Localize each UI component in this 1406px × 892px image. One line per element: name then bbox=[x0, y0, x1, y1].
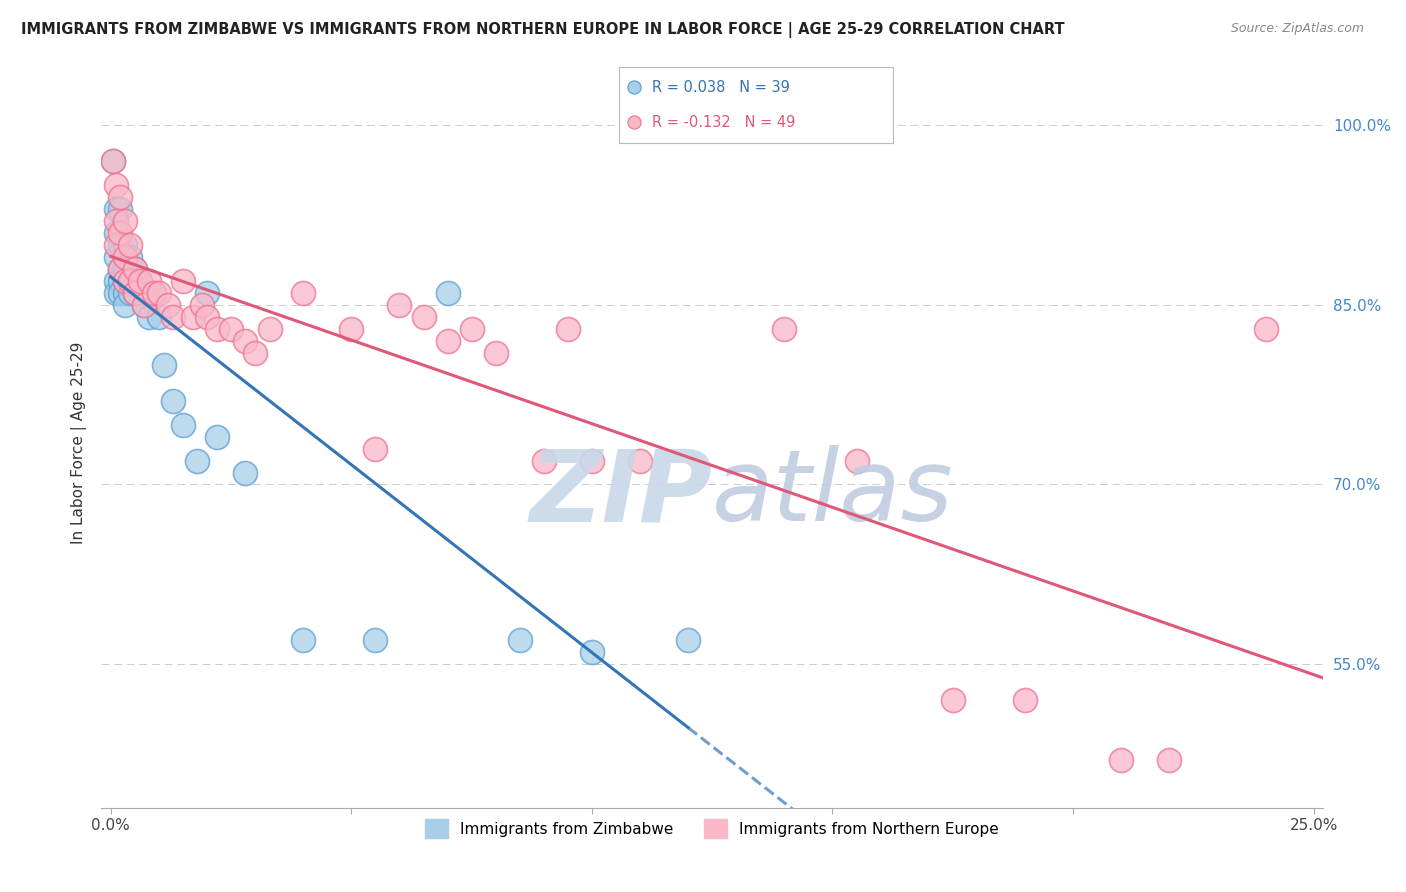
Point bbox=[104, 274, 127, 288]
Point bbox=[509, 633, 531, 648]
Point bbox=[157, 298, 180, 312]
Point bbox=[364, 633, 387, 648]
Point bbox=[412, 310, 434, 324]
Point bbox=[195, 310, 218, 324]
Text: atlas: atlas bbox=[713, 445, 953, 542]
Point bbox=[114, 274, 136, 288]
Point bbox=[205, 429, 228, 443]
Point bbox=[162, 310, 184, 324]
Point bbox=[773, 322, 796, 336]
Point bbox=[124, 285, 146, 300]
Point bbox=[104, 214, 127, 228]
Point bbox=[114, 262, 136, 277]
Point bbox=[110, 238, 132, 252]
Point bbox=[134, 298, 156, 312]
Point bbox=[114, 250, 136, 264]
Point bbox=[118, 274, 141, 288]
Point bbox=[676, 633, 699, 648]
Point bbox=[114, 238, 136, 252]
Point bbox=[134, 298, 156, 312]
Point bbox=[110, 262, 132, 277]
Point bbox=[110, 202, 132, 216]
Point bbox=[235, 466, 257, 480]
Point bbox=[138, 274, 160, 288]
Point bbox=[118, 250, 141, 264]
Point bbox=[259, 322, 281, 336]
Text: ZIP: ZIP bbox=[529, 445, 713, 542]
Point bbox=[436, 285, 458, 300]
Point bbox=[340, 322, 363, 336]
Point bbox=[1109, 753, 1132, 767]
Point bbox=[143, 285, 166, 300]
Text: Source: ZipAtlas.com: Source: ZipAtlas.com bbox=[1230, 22, 1364, 36]
Point bbox=[101, 154, 124, 169]
Point bbox=[104, 202, 127, 216]
Point bbox=[1254, 322, 1277, 336]
Point bbox=[110, 262, 132, 277]
Point bbox=[104, 178, 127, 193]
Point bbox=[114, 298, 136, 312]
Point bbox=[104, 250, 127, 264]
Point bbox=[128, 274, 150, 288]
Point bbox=[114, 214, 136, 228]
Point bbox=[124, 262, 146, 277]
Point bbox=[205, 322, 228, 336]
Text: R = -0.132   N = 49: R = -0.132 N = 49 bbox=[651, 115, 794, 129]
Point bbox=[118, 274, 141, 288]
Point bbox=[436, 334, 458, 348]
Point bbox=[292, 633, 315, 648]
Point bbox=[110, 274, 132, 288]
Point bbox=[101, 154, 124, 169]
Point bbox=[191, 298, 214, 312]
Point bbox=[623, 80, 645, 95]
Point bbox=[172, 274, 194, 288]
Point bbox=[124, 262, 146, 277]
Point bbox=[485, 346, 508, 360]
Point bbox=[581, 453, 603, 467]
Y-axis label: In Labor Force | Age 25-29: In Labor Force | Age 25-29 bbox=[72, 342, 87, 544]
Point bbox=[1014, 693, 1036, 707]
Point bbox=[460, 322, 482, 336]
Point bbox=[557, 322, 579, 336]
Point bbox=[104, 238, 127, 252]
Point bbox=[172, 417, 194, 432]
Point bbox=[152, 358, 174, 372]
Point bbox=[533, 453, 555, 467]
Point bbox=[110, 285, 132, 300]
Point bbox=[118, 285, 141, 300]
Point bbox=[114, 274, 136, 288]
Point bbox=[110, 190, 132, 204]
Point bbox=[128, 274, 150, 288]
Point bbox=[195, 285, 218, 300]
Point bbox=[235, 334, 257, 348]
Point bbox=[181, 310, 204, 324]
Point bbox=[148, 310, 170, 324]
Point bbox=[110, 226, 132, 240]
Point bbox=[581, 645, 603, 659]
Text: IMMIGRANTS FROM ZIMBABWE VS IMMIGRANTS FROM NORTHERN EUROPE IN LABOR FORCE | AGE: IMMIGRANTS FROM ZIMBABWE VS IMMIGRANTS F… bbox=[21, 22, 1064, 38]
Point bbox=[186, 453, 208, 467]
Point bbox=[292, 285, 315, 300]
Point bbox=[845, 453, 868, 467]
Legend: Immigrants from Zimbabwe, Immigrants from Northern Europe: Immigrants from Zimbabwe, Immigrants fro… bbox=[419, 814, 1005, 844]
Point bbox=[1159, 753, 1181, 767]
Point bbox=[104, 285, 127, 300]
Point bbox=[243, 346, 266, 360]
Point bbox=[162, 393, 184, 408]
Point bbox=[364, 442, 387, 456]
Point bbox=[124, 285, 146, 300]
Point bbox=[138, 310, 160, 324]
Point bbox=[628, 453, 651, 467]
Point bbox=[104, 226, 127, 240]
Point bbox=[623, 115, 645, 129]
Text: R = 0.038   N = 39: R = 0.038 N = 39 bbox=[651, 80, 789, 95]
Point bbox=[148, 285, 170, 300]
Point bbox=[143, 285, 166, 300]
Point bbox=[118, 238, 141, 252]
Point bbox=[388, 298, 411, 312]
Point bbox=[942, 693, 965, 707]
Point bbox=[114, 285, 136, 300]
Point bbox=[219, 322, 242, 336]
